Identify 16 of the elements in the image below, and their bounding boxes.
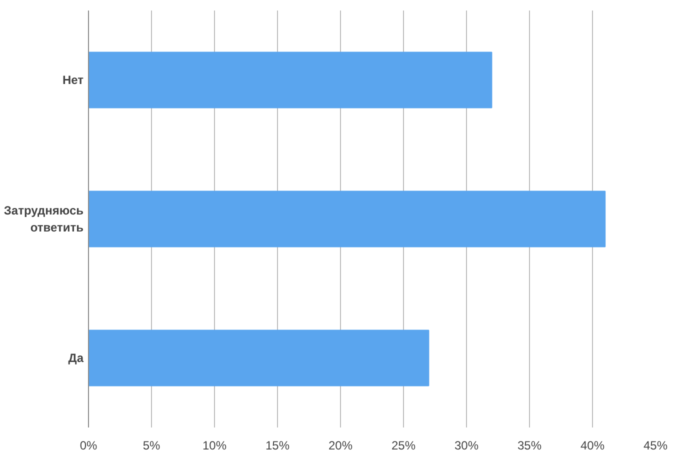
- bar: [88, 52, 492, 108]
- x-tick-label: 10%: [202, 438, 227, 452]
- x-tick-label: 45%: [643, 438, 668, 452]
- y-tick-label: Затрудняюсь ответить: [4, 204, 84, 234]
- x-tick-label: 5%: [142, 438, 160, 452]
- y-tick-label: Нет: [62, 73, 84, 87]
- x-tick-label: 0%: [80, 438, 98, 452]
- y-tick-label: Да: [68, 351, 84, 365]
- x-tick-label: 40%: [580, 438, 605, 452]
- x-tick-label: 25%: [391, 438, 416, 452]
- x-tick-label: 30%: [454, 438, 479, 452]
- bar: [88, 330, 430, 386]
- bar: [88, 190, 606, 248]
- x-tick-label: 20%: [328, 438, 353, 452]
- x-tick-label: 15%: [265, 438, 290, 452]
- x-tick-label: 35%: [517, 438, 542, 452]
